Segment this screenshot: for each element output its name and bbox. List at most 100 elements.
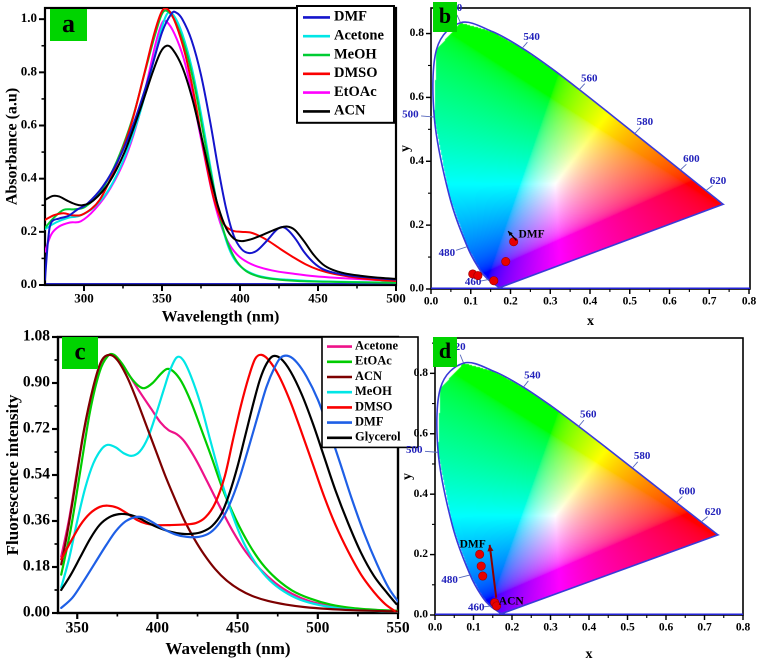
x-tick-label: 0.7: [702, 295, 717, 307]
legend-label-DMSO: DMSO: [334, 65, 378, 81]
panel-c-fluorescence-chart: 350 400 450 500 550 0.00 0.18 0.36 0.54 0.72 0.90 1…: [0, 328, 420, 663]
annotation-ACN: ACN: [499, 595, 525, 607]
x-tick-label: 0.3: [543, 295, 558, 307]
wavelength-leader-line: [523, 380, 529, 388]
legend-label-DMF: DMF: [355, 414, 384, 428]
y-tick-label: 0.36: [23, 512, 50, 529]
wavelength-leader-line: [421, 115, 435, 118]
cie-gamut-canvas: [435, 338, 743, 615]
x-tick-label: 400: [230, 290, 250, 305]
legend-label-Acetone: Acetone: [355, 338, 398, 352]
y-tick-label: 0.0: [21, 276, 37, 291]
wavelength-label-540: 540: [523, 31, 540, 43]
wavelength-leader-line: [482, 605, 491, 608]
wavelength-label-580: 580: [637, 116, 654, 128]
wavelength-label-580: 580: [634, 450, 651, 462]
chart-b-svg: 0.0 0.1 0.2 0.3 0.4 0.5 0.6 0.7 0.8 0.0 0.2 0.4 0.6 0…: [398, 2, 757, 329]
y-tick-label: 0.8: [410, 27, 425, 39]
y-axis-title: Absorbance (a.u): [4, 88, 21, 205]
x-tick-label: 0.2: [505, 621, 520, 633]
x-tick-label: 0.6: [662, 295, 677, 307]
wavelength-leader-line: [578, 419, 585, 427]
panel-tag-letter: d: [439, 338, 451, 363]
wavelength-leader-line: [456, 14, 461, 23]
cie-data-point: [492, 601, 502, 611]
legend-label-EtOAc: EtOAc: [355, 354, 392, 368]
y-tick-label: 0.2: [410, 219, 425, 231]
wavelength-label-560: 560: [580, 409, 597, 421]
arrowhead: [508, 231, 513, 237]
x-tick-label: 0.8: [736, 621, 751, 633]
wavelength-leader-line: [424, 450, 439, 453]
wavelength-leader-line: [631, 461, 639, 469]
x-tick-label: 500: [386, 290, 406, 305]
wavelength-label-560: 560: [581, 72, 598, 84]
cie-data-point: [475, 549, 485, 559]
legend-box: [296, 5, 395, 124]
cie-data-point: [489, 276, 499, 286]
x-tick-label: 0.8: [742, 295, 757, 307]
wavelength-leader-line: [455, 246, 468, 251]
legend-label-Glycerol: Glycerol: [355, 430, 401, 444]
wavelength-label-620: 620: [705, 506, 722, 518]
x-axis-title: x: [587, 314, 594, 329]
y-tick-label: 0.2: [414, 548, 429, 560]
y-tick-label: 0.8: [414, 367, 429, 379]
y-tick-label: 0.72: [23, 420, 50, 437]
wavelength-leader-line: [458, 574, 471, 579]
wavelength-label-480: 480: [439, 247, 456, 259]
y-tick-label: 0.6: [414, 427, 429, 439]
wavelength-label-500: 500: [406, 444, 423, 456]
x-tick-label: 0.1: [466, 621, 481, 633]
panel-tag-letter: a: [62, 9, 75, 38]
series-line-DMSO: [60, 353, 396, 613]
annotation-DMF: DMF: [460, 539, 486, 551]
wavelength-label-540: 540: [524, 369, 541, 381]
x-tick-label: 450: [308, 290, 328, 305]
chart-c-svg: 350 400 450 500 550 0.00 0.18 0.36 0.54 0.72 0.90 1…: [3, 328, 419, 658]
plot-frame: [430, 7, 751, 290]
wavelength-label-480: 480: [441, 574, 458, 586]
y-tick-label: 0.2: [21, 223, 37, 238]
panel-tag-box: [433, 2, 457, 32]
y-tick-label: 0.00: [23, 604, 50, 621]
x-tick-label: 0.0: [428, 621, 443, 633]
chart-d-svg: 0.0 0.1 0.2 0.3 0.4 0.5 0.6 0.7 0.8 0.0 0.2 0.4 0.6 0…: [400, 337, 751, 662]
annotation-DMF: DMF: [518, 228, 544, 240]
series-line-EtOAc: [60, 352, 398, 612]
x-tick-label: 450: [226, 619, 250, 636]
x-tick-label: 0.4: [582, 621, 597, 633]
series-line-Glycerol: [60, 354, 398, 606]
x-tick-label: 0.1: [464, 295, 479, 307]
panel-tag-letter: b: [439, 3, 451, 28]
wavelength-leader-line: [479, 279, 489, 282]
y-tick-label: 0.8: [21, 63, 38, 78]
y-tick-label: 1.0: [21, 10, 37, 25]
x-tick-label: 550: [386, 619, 410, 636]
legend-label-ACN: ACN: [334, 103, 366, 119]
legend-label-Acetone: Acetone: [334, 28, 384, 44]
y-tick-label: 0.4: [21, 170, 38, 185]
plot-frame: [43, 6, 398, 287]
wavelength-label-600: 600: [679, 485, 696, 497]
arrowhead: [487, 544, 494, 552]
y-axis-title: y: [400, 473, 415, 480]
y-tick-label: 0.0: [410, 283, 425, 295]
wavelength-leader-line: [521, 41, 528, 49]
x-tick-label: 0.2: [503, 295, 518, 307]
wavelength-leader-line: [634, 127, 641, 134]
wavelength-leader-line: [676, 496, 683, 503]
wavelength-leader-line: [578, 83, 586, 90]
wavelength-leader-line: [679, 164, 687, 171]
x-tick-label: 500: [306, 619, 330, 636]
legend-label-MeOH: MeOH: [355, 384, 392, 398]
x-axis-title: x: [586, 647, 593, 662]
chart-a-svg: 300 350 400 450 500 0.0 0.2 0.4 0.6 0.8 1.0 Wavelen…: [4, 5, 406, 326]
y-axis-title: y: [398, 145, 413, 152]
series-line-ACN: [60, 353, 398, 613]
x-tick-label: 0.5: [620, 621, 635, 633]
annotation-arrow: [488, 544, 498, 598]
wavelength-label-500: 500: [402, 109, 419, 121]
spectral-locus-outline: [436, 361, 720, 615]
wavelength-leader-line: [459, 354, 465, 364]
